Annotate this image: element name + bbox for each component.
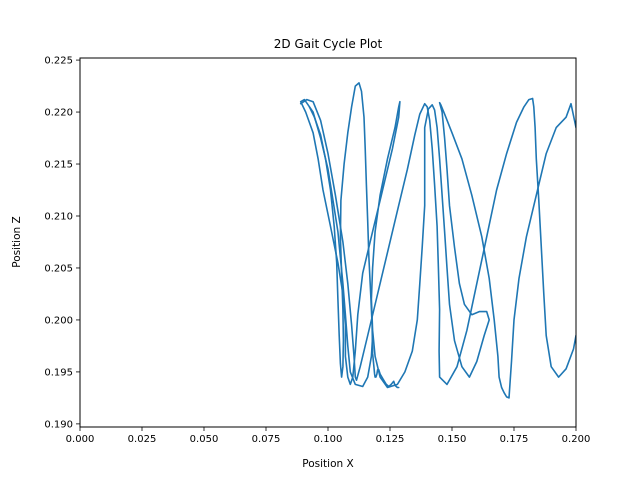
x-tick-label: 0.100	[314, 434, 343, 445]
x-tick-label: 0.075	[252, 434, 281, 445]
chart-title: 2D Gait Cycle Plot	[274, 37, 383, 51]
x-axis-ticks: 0.000 0.025 0.050 0.075 0.100 0.125 0.150 0.175…	[66, 427, 591, 445]
x-axis-label: Position X	[302, 458, 353, 470]
x-tick-label: 0.175	[500, 434, 529, 445]
x-tick-label: 0.150	[438, 434, 467, 445]
x-tick-label: 0.050	[190, 434, 219, 445]
y-tick-label: 0.195	[44, 367, 73, 378]
y-tick-label: 0.210	[44, 211, 73, 222]
y-axis-ticks: 0.190 0.195 0.200 0.205 0.210 0.215 0.220 0.225	[44, 56, 80, 430]
series-line-3	[308, 82, 400, 389]
series-layer	[299, 82, 576, 399]
y-axis-label: Position Z	[11, 216, 23, 267]
y-tick-label: 0.225	[44, 56, 73, 67]
y-tick-label: 0.190	[44, 419, 73, 430]
y-tick-label: 0.220	[44, 108, 73, 119]
x-tick-label: 0.025	[128, 434, 157, 445]
plot-area	[299, 82, 576, 399]
y-tick-label: 0.215	[44, 160, 73, 171]
x-tick-label: 0.200	[562, 434, 591, 445]
y-tick-label: 0.205	[44, 263, 73, 274]
x-tick-label: 0.000	[66, 434, 95, 445]
x-tick-label: 0.125	[376, 434, 405, 445]
y-tick-label: 0.200	[44, 315, 73, 326]
series-line-2	[299, 97, 576, 386]
